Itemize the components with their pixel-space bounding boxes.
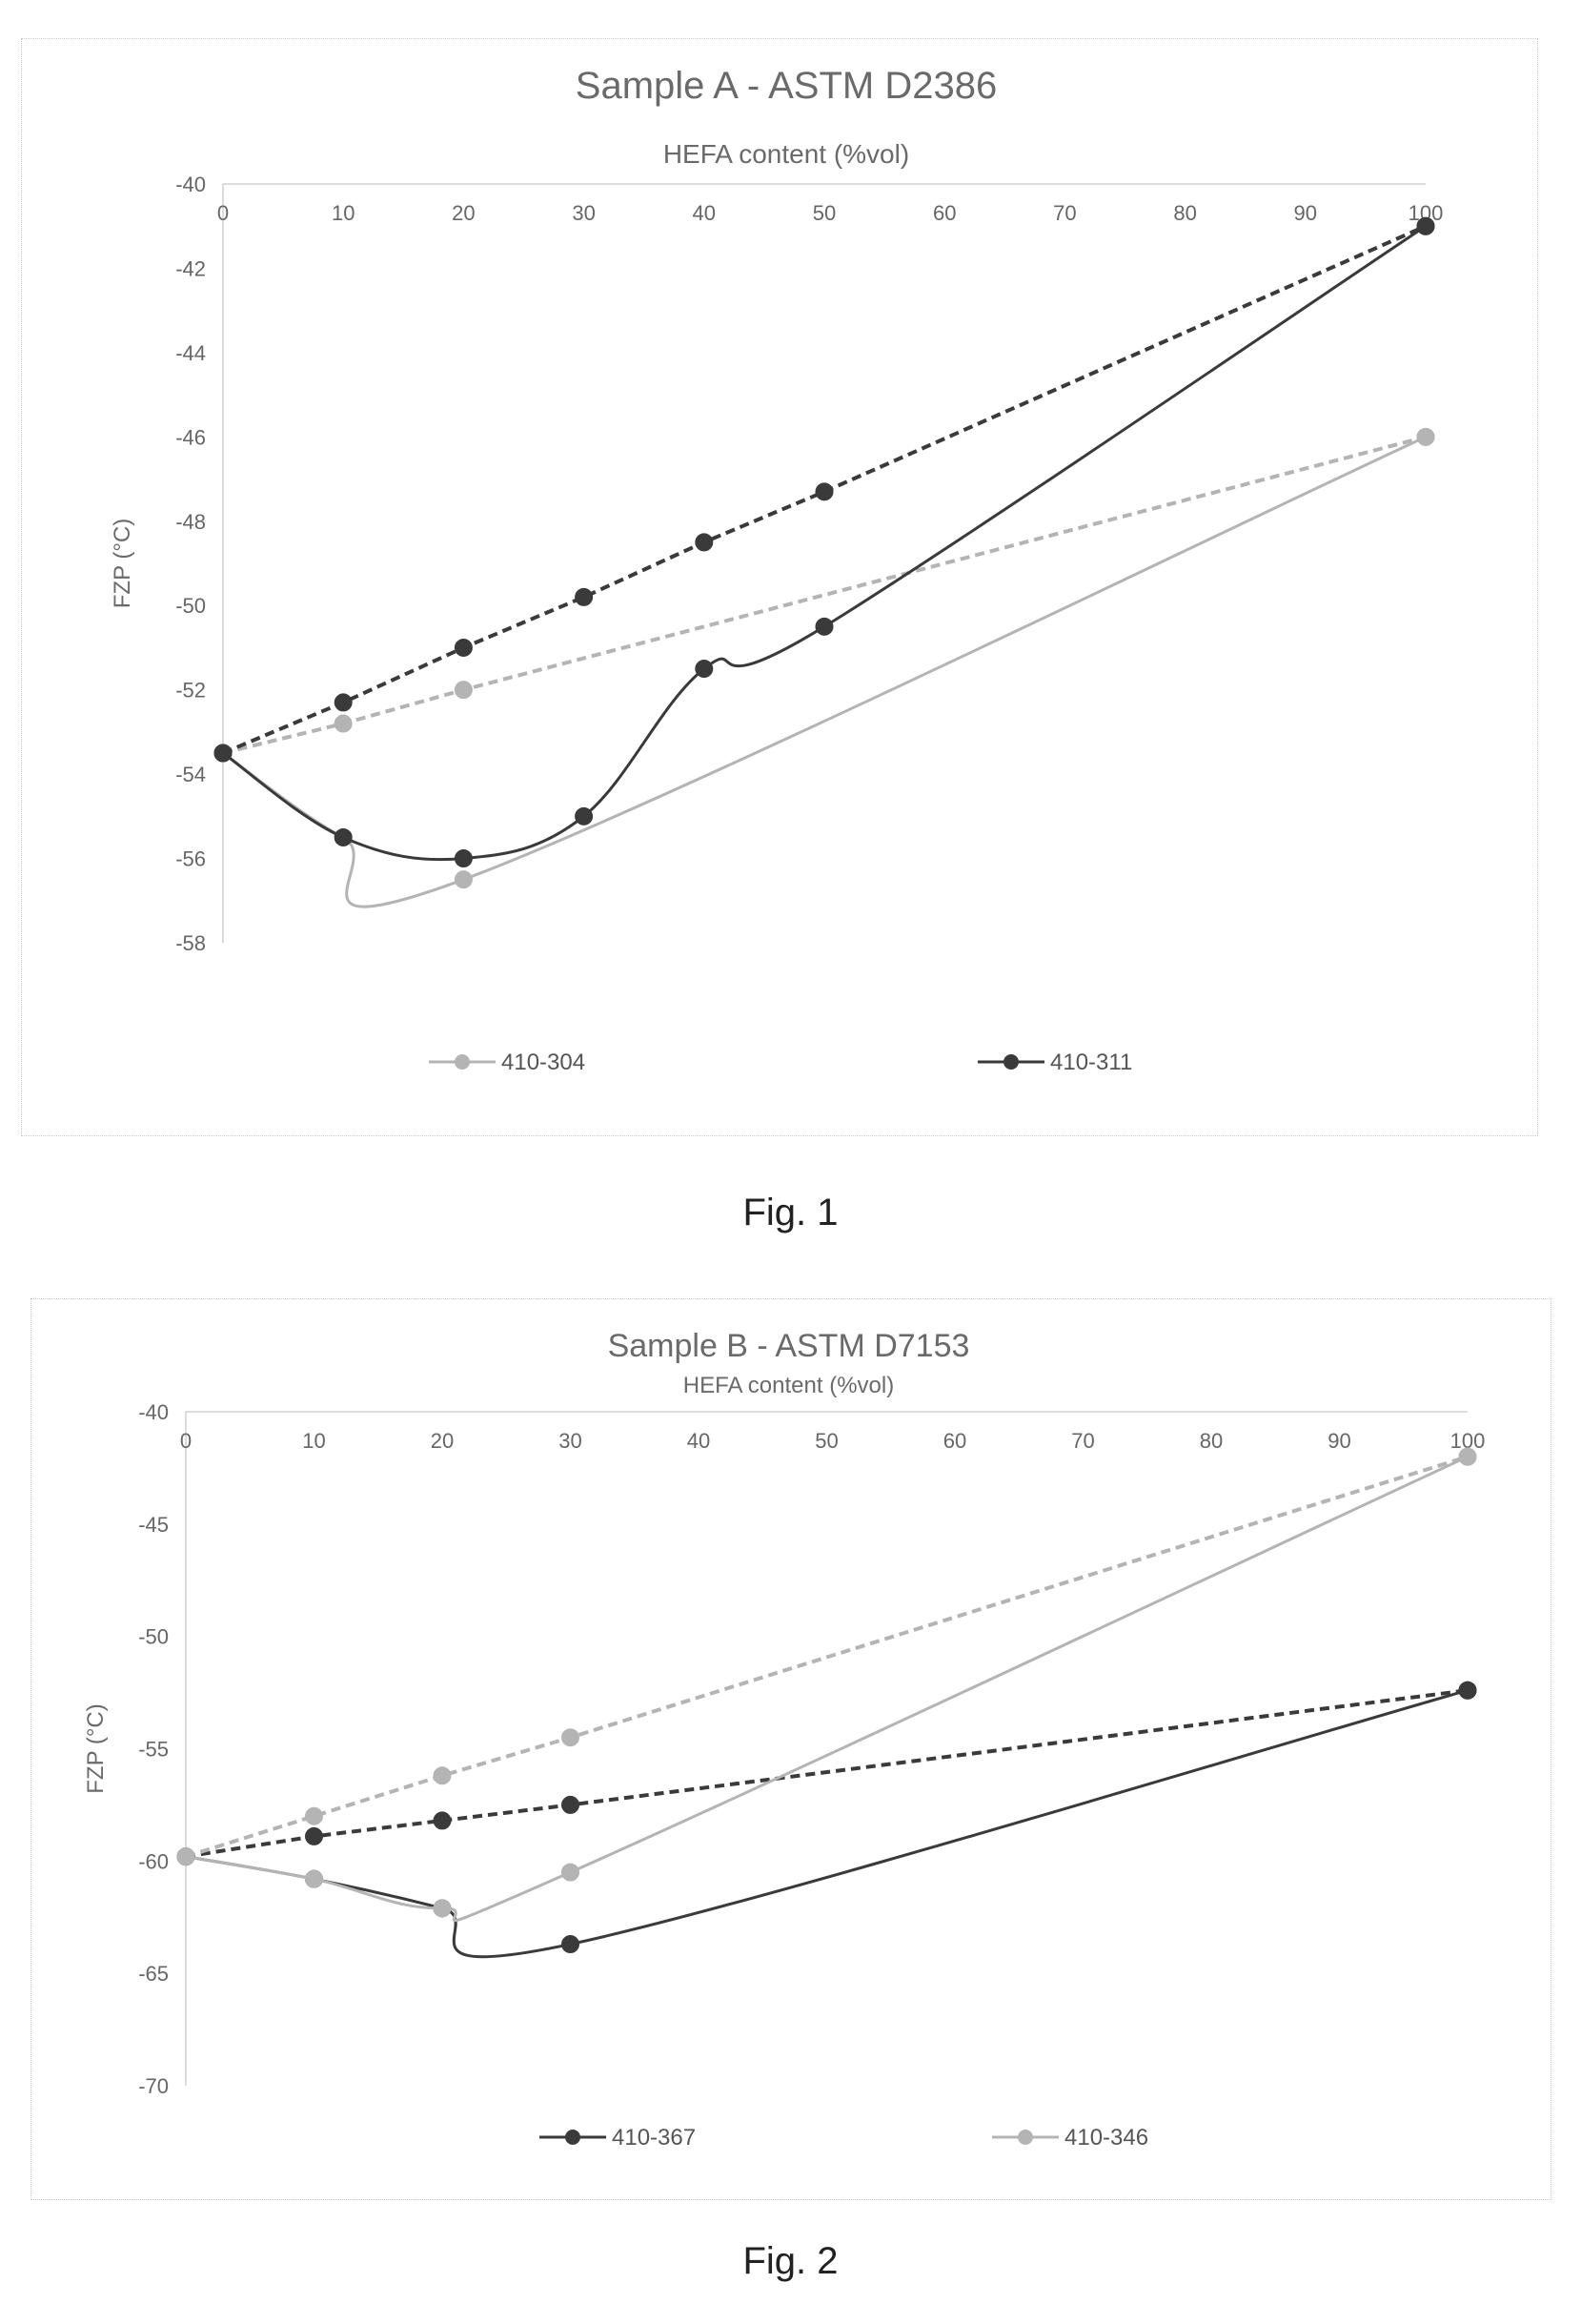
series-line-410-311 (222, 224, 1427, 862)
x-axis-label: HEFA content (%vol) (683, 1373, 894, 1398)
x-tick-label: 20 (431, 1429, 454, 1453)
data-point (1416, 216, 1435, 235)
data-point (561, 1935, 579, 1954)
x-tick-label: 0 (217, 201, 229, 225)
y-tick-label: -56 (175, 847, 206, 871)
legend-swatch-marker (565, 2130, 580, 2145)
data-point (1458, 1447, 1477, 1466)
x-tick-label: 80 (1173, 201, 1196, 225)
y-tick-label: -46 (175, 425, 206, 449)
chart-title: Sample A - ASTM D2386 (576, 65, 997, 107)
y-tick-label: -60 (138, 1849, 169, 1873)
series-line-410-346 (185, 1455, 1469, 1923)
y-tick-label: -65 (138, 1962, 169, 1986)
x-tick-label: 80 (1200, 1429, 1223, 1453)
series-line-410-367 (185, 1688, 1469, 1959)
data-point (305, 1806, 323, 1825)
data-point (454, 681, 473, 700)
x-tick-label: 30 (572, 201, 595, 225)
data-point (454, 849, 473, 868)
y-tick-label: -45 (138, 1513, 169, 1537)
legend-item-410-304: 410-304 (429, 1050, 585, 1075)
y-tick-label: -40 (138, 1400, 169, 1424)
data-point (815, 617, 834, 636)
x-tick-label: 70 (1053, 201, 1076, 225)
data-point (305, 1869, 323, 1888)
y-tick-label: -55 (138, 1738, 169, 1762)
data-point (561, 1795, 579, 1814)
legend-item-410-311: 410-311 (978, 1050, 1132, 1075)
data-point (454, 870, 473, 889)
data-point (1416, 427, 1435, 446)
x-tick-label: 40 (687, 1429, 710, 1453)
data-point (454, 638, 473, 657)
x-tick-label: 20 (452, 201, 475, 225)
figure-caption-2: Fig. 2 (742, 2240, 839, 2282)
x-tick-label: 10 (302, 1429, 325, 1453)
data-point (433, 1899, 452, 1918)
legend-item-410-367: 410-367 (539, 2125, 696, 2151)
data-point (334, 714, 353, 733)
y-tick-label: -70 (138, 2074, 169, 2098)
data-point (575, 806, 594, 826)
legend-label: 410-367 (612, 2125, 696, 2151)
data-point (433, 1766, 452, 1785)
chart-sample-a: Sample A - ASTM D2386 HEFA content (%vol)… (110, 65, 1443, 1075)
x-tick-label: 90 (1294, 201, 1317, 225)
x-tick-label: 90 (1328, 1429, 1350, 1453)
figure-caption-1: Fig. 1 (742, 1192, 839, 1233)
x-tick-label: 50 (813, 201, 836, 225)
chart-title: Sample B - ASTM D7153 (608, 1328, 970, 1364)
legend-label: 410-311 (1050, 1050, 1132, 1075)
legend-swatch-marker (1003, 1054, 1019, 1070)
data-point (695, 660, 714, 679)
x-tick-label: 50 (815, 1429, 838, 1453)
y-tick-label: -50 (175, 594, 206, 618)
x-tick-label: 30 (558, 1429, 581, 1453)
y-tick-label: -40 (175, 173, 206, 196)
data-point (213, 744, 233, 763)
x-axis-label: HEFA content (%vol) (663, 139, 909, 169)
x-tick-label: 60 (943, 1429, 966, 1453)
y-tick-label: -50 (138, 1625, 169, 1649)
y-axis-label: FZP (°C) (110, 519, 135, 608)
series-line-trend-3 (185, 1455, 1469, 1859)
legend-swatch-marker (1018, 2130, 1033, 2145)
legend-item-410-346: 410-346 (992, 2125, 1148, 2151)
legend-label: 410-346 (1064, 2125, 1148, 2151)
y-tick-label: -52 (175, 679, 206, 703)
y-tick-label: -54 (175, 763, 206, 786)
chart-panel-sample-b (30, 1298, 1551, 2200)
data-point (1458, 1681, 1477, 1700)
data-point (176, 1847, 195, 1866)
y-tick-label: -58 (175, 931, 206, 955)
data-point (575, 587, 594, 606)
x-tick-label: 70 (1071, 1429, 1094, 1453)
data-point (433, 1811, 452, 1830)
x-tick-label: 0 (180, 1429, 192, 1453)
data-point (334, 827, 353, 846)
chart-panel-sample-a (21, 38, 1538, 1136)
x-tick-label: 10 (332, 201, 355, 225)
data-point (334, 693, 353, 712)
y-tick-label: -42 (175, 256, 206, 280)
y-axis-label: FZP (°C) (83, 1703, 109, 1793)
series-line-trend-1 (185, 1688, 1469, 1859)
data-point (695, 533, 714, 552)
y-tick-label: -48 (175, 510, 206, 534)
legend-label: 410-304 (501, 1050, 585, 1075)
x-tick-label: 60 (933, 201, 956, 225)
x-tick-label: 40 (693, 201, 716, 225)
data-point (561, 1863, 579, 1882)
series-line-trend-1 (222, 435, 1427, 755)
y-tick-label: -44 (175, 341, 206, 365)
legend-swatch-marker (455, 1054, 470, 1070)
data-point (305, 1826, 323, 1845)
data-point (561, 1728, 579, 1747)
data-point (815, 482, 834, 501)
